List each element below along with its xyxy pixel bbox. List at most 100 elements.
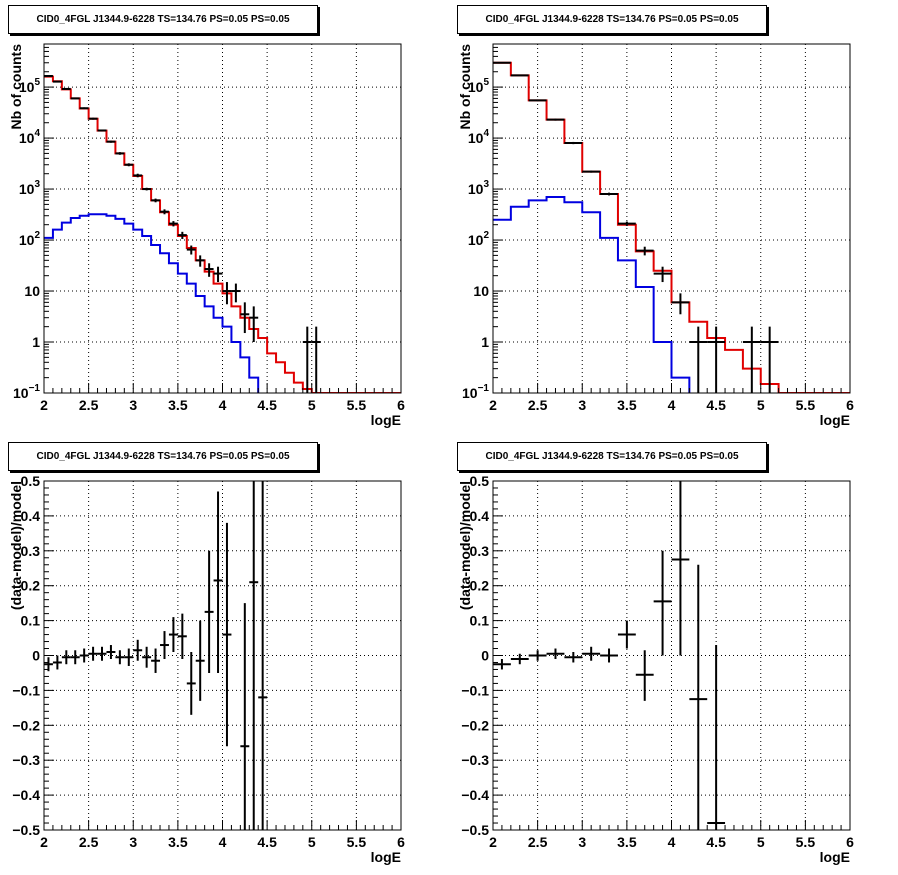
residual-chart-bottom-right: 2 2.5 3 3.5 4 4.5 5 5.5 6 −0.5 −0.4 −0.3 −0.2 −0.1 0 0.… [457,473,854,865]
data-point [510,74,529,77]
data-point [546,648,565,659]
x-axis-label: logE [371,849,401,865]
data-point [88,646,98,661]
x-tick-label: 3.5 [168,834,188,850]
x-tick-label: 3.5 [617,397,637,413]
data-point [760,326,779,393]
y-tick-base: 10 [19,79,35,95]
x-tick-label: 3 [129,834,137,850]
x-tick-label: 4 [219,834,227,850]
data-point [79,648,89,663]
y-tick-label: −0.4 [12,787,40,803]
chart-title: CID0_4FGL J1344.9-6228 TS=134.76 PS=0.05… [457,442,767,471]
data-point [195,255,205,267]
x-tick-label: 2 [40,397,48,413]
y-axis-label: Nb of counts [8,44,24,130]
y-tick-label: 0.5 [21,473,41,489]
y-tick-label: 0.2 [470,578,490,594]
data-point [177,231,187,239]
chart-title: CID0_4FGL J1344.9-6228 TS=134.76 PS=0.05… [457,5,767,34]
data-point [79,107,89,110]
y-tick-base: 10 [13,385,29,401]
y-tick-label: −0.3 [461,752,489,768]
data-point [528,650,547,661]
x-tick-label: 4.5 [706,397,726,413]
data-point [240,302,250,334]
y-tick-base: 10 [19,181,35,197]
data-point [160,631,169,659]
data-point [546,118,565,121]
data-point [97,129,107,132]
grid [493,44,850,393]
data-point [61,87,71,90]
y-tick-label: 0.3 [470,543,490,559]
y-tick-label: −0.1 [12,682,40,698]
y-tick-exponent: 3 [34,179,40,190]
data-point [61,650,71,665]
data-point [160,209,169,215]
data-point [222,282,232,305]
data-point [510,653,529,665]
data-point [195,620,205,701]
x-tick-label: 4.5 [706,834,726,850]
x-axis-label: logE [820,849,850,865]
x-tick-label: 4 [219,397,227,413]
data-point [168,221,178,227]
y-tick-base: 10 [468,232,484,248]
y-tick-base: 10 [468,79,484,95]
y-tick-label: −0.2 [12,717,40,733]
x-tick-label: 6 [846,397,854,413]
x-tick-label: 2.5 [528,397,548,413]
data-point [689,326,708,393]
y-tick-base: 10 [462,385,478,401]
y-tick-label: 10−1 [13,383,40,401]
y-tick-label: 103 [19,179,41,197]
y-tick-label: 0.1 [21,613,41,629]
data-point [213,491,223,673]
data-point [564,141,583,145]
plot-area [493,481,726,830]
x-tick-label: 5 [757,834,765,850]
chart-panel-top-left: 2 2.5 3 3.5 4 4.5 5 5.5 6 10−1 1 10 102 103 104 105 logE… [0,0,449,437]
y-tick-label: 104 [19,128,41,146]
y-tick-label: −0.4 [461,787,489,803]
x-tick-label: 4.5 [257,834,277,850]
data-point [204,263,214,277]
data-point [600,648,618,663]
x-tick-label: 2.5 [528,834,548,850]
data-point [70,650,80,665]
series-1-step-line [44,213,260,393]
x-tick-label: 6 [397,397,405,413]
data-point [707,326,726,393]
data-point [204,550,214,673]
y-tick-label: 104 [468,128,490,146]
y-tick-label: 1 [481,334,489,350]
y-tick-label: 0.5 [470,473,490,489]
data-point [635,246,654,256]
x-tick-label: 5.5 [347,397,367,413]
x-tick-label: 3.5 [168,397,188,413]
y-tick-label: 0.4 [470,508,490,524]
y-tick-label: 102 [19,230,41,248]
x-axis-label: logE [371,412,401,428]
y-tick-exponent: −1 [478,383,490,394]
data-point [671,293,690,315]
y-tick-label: −0.2 [461,717,489,733]
data-point [258,481,268,830]
y-axis-label: (data-model)/model [8,481,24,610]
data-point [231,283,241,303]
y-tick-label: 0.3 [21,543,41,559]
y-tick-exponent: 2 [483,230,489,241]
data-point [222,522,232,747]
data-point [44,74,53,77]
y-tick-exponent: 3 [483,179,489,190]
data-point [213,266,223,283]
data-point [653,266,672,283]
grid [44,481,401,830]
data-point [124,163,134,167]
data-point [653,550,672,656]
x-tick-label: 5 [757,397,765,413]
data-point [582,646,601,661]
x-tick-label: 2.5 [79,397,99,413]
x-axis-label: logE [820,412,850,428]
